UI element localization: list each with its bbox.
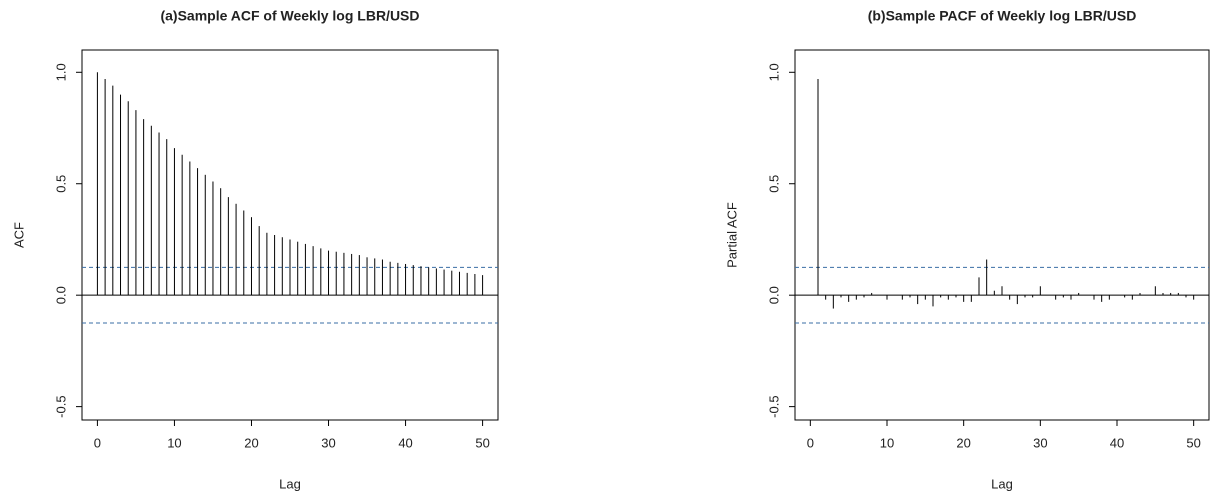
y-tick-label: 0.5 [53,175,68,193]
x-tick-label: 0 [94,435,101,450]
x-tick-label: 30 [321,435,335,450]
x-tick-label: 20 [956,435,970,450]
y-tick-label: -0.5 [53,395,68,417]
x-tick-label: 20 [244,435,258,450]
x-tick-label: 10 [167,435,181,450]
x-axis-label: Lag [991,476,1013,491]
y-tick-label: -0.5 [766,395,781,417]
y-tick-label: 0.5 [766,175,781,193]
y-axis-label: ACF [11,222,26,248]
x-tick-label: 40 [1110,435,1124,450]
plot-frame [794,49,1210,421]
x-tick-label: 10 [880,435,894,450]
y-tick-label: 0.0 [766,286,781,304]
x-tick-label: 40 [398,435,412,450]
x-tick-label: 50 [475,435,489,450]
x-axis-label: Lag [279,476,301,491]
y-tick-label: 0.0 [53,286,68,304]
chart-title: (b)Sample PACF of Weekly log LBR/USD [868,8,1137,24]
x-tick-label: 30 [1033,435,1047,450]
plot-frame [81,49,499,421]
y-axis-label: Partial ACF [724,202,739,268]
y-tick-label: 1.0 [766,63,781,81]
x-tick-label: 0 [807,435,814,450]
y-tick-label: 1.0 [53,63,68,81]
chart-title: (a)Sample ACF of Weekly log LBR/USD [160,8,419,24]
x-tick-label: 50 [1186,435,1200,450]
